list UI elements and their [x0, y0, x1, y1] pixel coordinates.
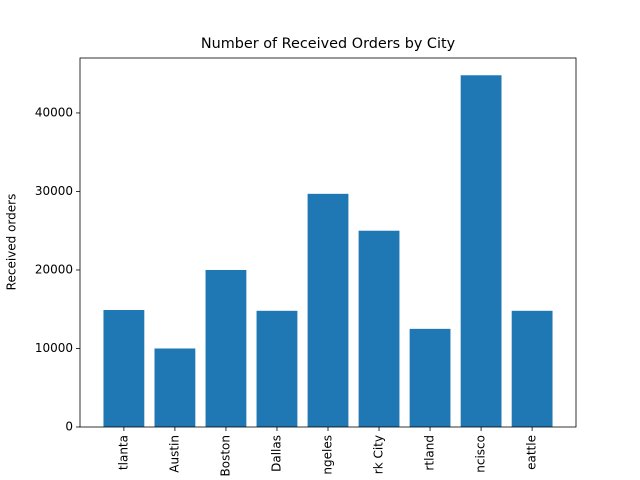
chart-title: Number of Received Orders by City — [201, 36, 456, 52]
bar — [307, 193, 349, 427]
bar — [205, 269, 247, 427]
x-tick-label: rk City — [372, 435, 386, 474]
x-tick-label: Dallas — [269, 435, 283, 472]
bar — [409, 328, 451, 427]
x-tick-label: ncisco — [474, 435, 488, 473]
x-tick-label: ngeles — [321, 435, 335, 475]
x-tick-label: eattle — [525, 435, 539, 470]
bar — [358, 230, 400, 427]
bar — [460, 75, 502, 427]
x-tick-label: rtland — [423, 435, 437, 471]
y-tick-label: 0 — [65, 420, 73, 434]
bar — [256, 310, 298, 427]
x-tick-label: Austin — [167, 435, 181, 473]
bar — [154, 348, 196, 427]
y-tick-label: 40000 — [35, 105, 73, 119]
x-tick-label: Boston — [218, 435, 232, 476]
y-tick-label: 20000 — [35, 262, 73, 276]
y-tick-label: 10000 — [35, 341, 73, 355]
x-tick-label: tlanta — [116, 435, 130, 470]
y-axis-label: Received orders — [5, 194, 19, 291]
bar — [511, 310, 553, 427]
y-tick-label: 30000 — [35, 184, 73, 198]
bar — [103, 310, 145, 427]
